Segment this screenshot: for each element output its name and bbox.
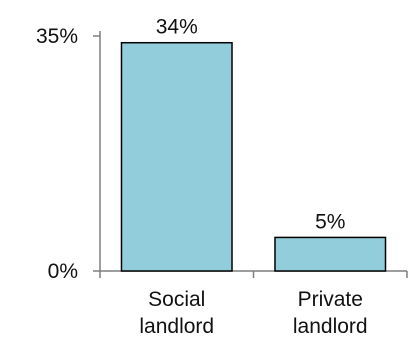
data-label-0: 34% [156, 16, 198, 39]
category-label-1-line-1: landlord [293, 315, 368, 338]
bar-1 [274, 236, 387, 272]
y-axis: 0% 35% [36, 25, 101, 283]
category-label-0-line-1: landlord [139, 315, 214, 338]
data-labels: 34% 5% [156, 16, 346, 234]
y-tick-label: 0% [48, 260, 78, 283]
category-label-1-line-0: Private [298, 288, 363, 311]
x-axis [99, 270, 408, 278]
category-labels: Social landlord Private landlord [139, 288, 367, 338]
y-tick-label: 35% [36, 25, 78, 48]
data-label-1: 5% [315, 210, 345, 233]
bars [120, 41, 387, 272]
category-label-0-line-0: Social [148, 288, 205, 311]
bar-0 [120, 41, 233, 272]
